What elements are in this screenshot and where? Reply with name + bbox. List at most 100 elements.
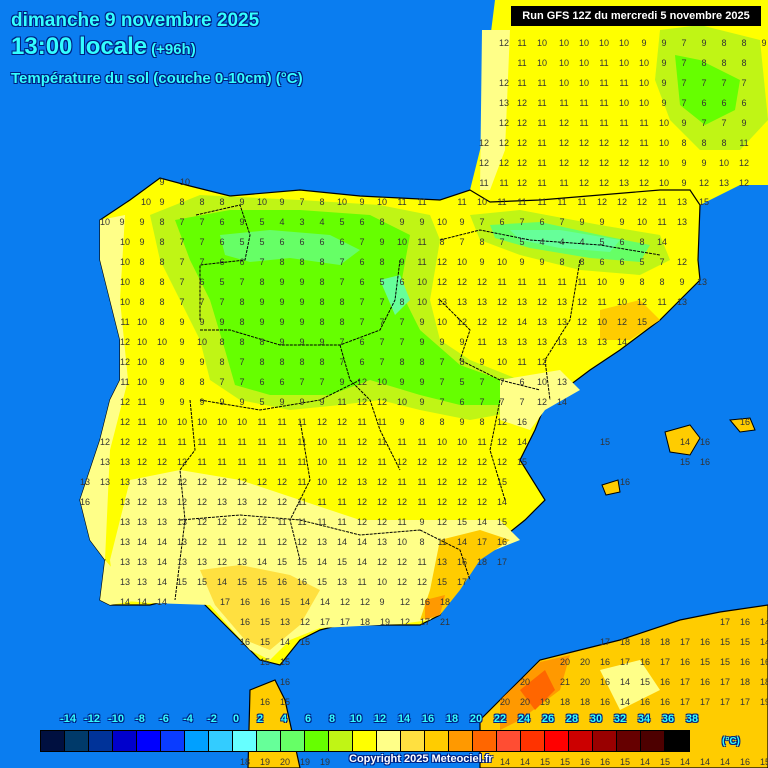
grid-value: 14 [679,437,691,447]
colorbar-tick-label: -12 [84,713,100,725]
grid-value: 9 [459,337,465,347]
grid-value: 13 [676,197,688,207]
grid-value: 8 [159,317,165,327]
grid-value: 11 [517,197,527,207]
grid-value: 8 [279,357,285,367]
grid-value: 12 [276,537,288,547]
grid-value: 10 [156,417,168,427]
grid-value: 7 [681,78,687,88]
grid-value: 14 [136,537,148,547]
grid-value: 12 [498,78,510,88]
grid-value: 12 [496,297,508,307]
colorbar-swatch [233,731,257,751]
grid-value: 14 [556,397,568,407]
grid-value: 11 [397,477,407,487]
grid-value: 11 [337,437,347,447]
grid-value: 11 [237,437,247,447]
grid-value: 8 [639,237,645,247]
grid-value: 11 [537,197,547,207]
grid-value: 12 [376,477,388,487]
grid-value: 12 [496,457,508,467]
grid-value: 10 [396,397,408,407]
grid-value: 13 [279,617,291,627]
france-coast-fringe [480,30,510,190]
grid-value: 16 [699,637,711,647]
grid-value: 13 [556,297,568,307]
grid-value: 11 [277,457,287,467]
grid-value: 8 [159,217,165,227]
grid-value: 13 [136,517,148,527]
grid-value: 10 [658,178,670,188]
grid-value: 8 [199,197,205,207]
grid-value: 9 [419,337,425,347]
grid-value: 17 [659,657,671,667]
grid-value: 13 [496,337,508,347]
grid-value: 16 [699,457,711,467]
grid-value: 13 [436,557,448,567]
grid-value: 9 [641,38,647,48]
grid-value: 15 [236,577,248,587]
grid-value: 6 [619,237,625,247]
grid-value: 16 [639,697,651,707]
grid-value: 10 [616,297,628,307]
grid-value: 16 [419,597,431,607]
grid-value: 17 [339,617,351,627]
grid-value: 7 [239,357,245,367]
grid-value: 7 [479,217,485,227]
grid-value: 5 [339,217,345,227]
grid-value: 8 [139,297,145,307]
grid-value: 12 [276,477,288,487]
grid-value: 10 [558,58,570,68]
grid-value: 12 [136,457,148,467]
grid-value: 16 [599,757,611,767]
colorbar-tick-label: 18 [445,713,459,725]
grid-value: 14 [356,537,368,547]
grid-value: 10 [578,58,590,68]
grid-value: 10 [718,158,730,168]
grid-value: 12 [416,457,428,467]
grid-value: 12 [638,178,650,188]
grid-value: 6 [519,377,525,387]
grid-value: 12 [578,138,590,148]
grid-value: 7 [519,397,525,407]
colorbar-tick-label: -10 [108,713,124,725]
colorbar-tick-label: 6 [304,713,312,725]
colorbar-swatch [641,731,665,751]
grid-value: 9 [299,277,305,287]
grid-value: 12 [339,597,351,607]
grid-value: 13 [176,517,188,527]
grid-value: 9 [139,217,145,227]
grid-value: 11 [257,457,267,467]
grid-value: 10 [618,98,630,108]
north-africa-mild [600,660,660,710]
grid-value: 7 [681,58,687,68]
grid-value: 17 [719,617,731,627]
grid-value: 14 [516,437,528,447]
grid-value: 11 [297,517,307,527]
grid-value: 7 [479,377,485,387]
grid-value: 9 [179,357,185,367]
grid-value: 8 [439,417,445,427]
grid-value: 13 [516,297,528,307]
grid-value: 7 [701,118,707,128]
grid-value: 8 [399,297,405,307]
grid-value: 6 [359,217,365,227]
grid-value: 16 [516,417,528,427]
grid-value: 14 [136,597,148,607]
grid-value: 9 [199,397,205,407]
mallorca [664,424,701,456]
grid-value: 12 [558,138,570,148]
grid-value: 13 [576,337,588,347]
grid-value: 12 [598,178,610,188]
grid-value: 8 [259,277,265,287]
grid-value: 11 [417,237,427,247]
cool-zone-core-central [380,275,410,315]
grid-value: 16 [759,657,768,667]
grid-value: 15 [316,577,328,587]
grid-value: 11 [657,217,667,227]
grid-value: 7 [199,217,205,227]
grid-value: 14 [719,757,731,767]
grid-value: 17 [679,697,691,707]
grid-value: 11 [297,457,307,467]
grid-value: 11 [517,277,527,287]
